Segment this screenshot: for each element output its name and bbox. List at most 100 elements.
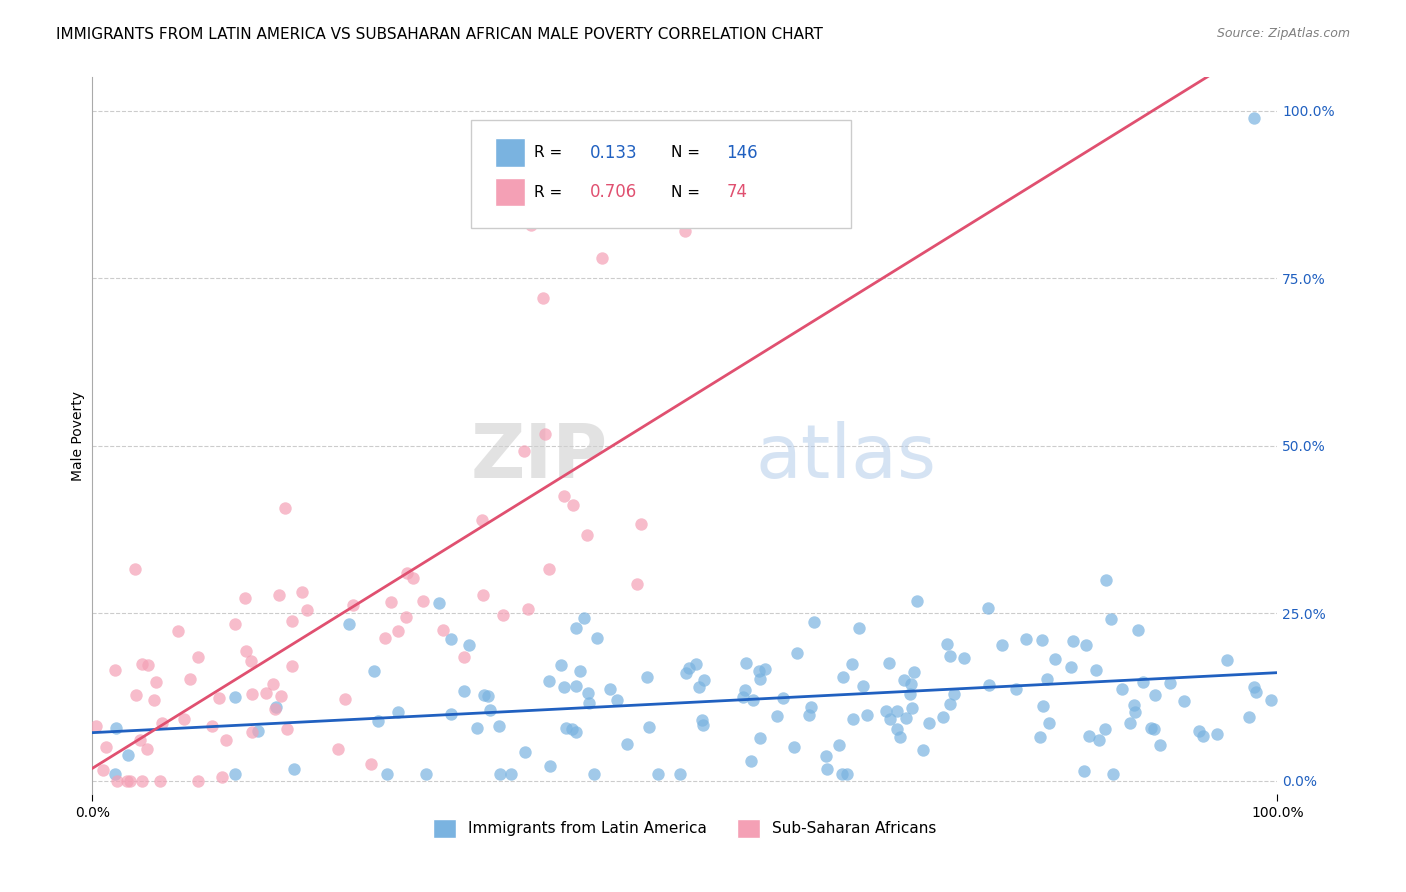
Point xyxy=(254,686,277,700)
Point xyxy=(117,748,139,763)
Point xyxy=(1191,730,1213,744)
Point xyxy=(638,720,661,734)
Point xyxy=(142,693,165,707)
FancyBboxPatch shape xyxy=(471,120,851,228)
Point xyxy=(734,682,756,697)
Point xyxy=(128,733,150,747)
Point xyxy=(240,725,263,739)
Point xyxy=(582,766,605,780)
Point xyxy=(281,658,304,673)
Text: Source: ZipAtlas.com: Source: ZipAtlas.com xyxy=(1216,27,1350,40)
Point xyxy=(488,719,510,733)
Point xyxy=(591,252,613,266)
Point xyxy=(224,767,246,781)
Point xyxy=(1243,111,1265,125)
Point xyxy=(578,696,600,710)
Point xyxy=(786,647,808,661)
Point xyxy=(1078,729,1101,743)
Point xyxy=(565,725,588,739)
Point xyxy=(841,657,863,671)
Point xyxy=(1237,710,1260,724)
Point xyxy=(893,673,915,688)
Point xyxy=(688,680,710,694)
Text: ZIP: ZIP xyxy=(471,421,607,494)
Point xyxy=(115,773,138,788)
Point xyxy=(647,767,669,781)
Point xyxy=(201,719,224,733)
Point xyxy=(626,577,648,591)
Point xyxy=(537,562,560,576)
Point xyxy=(499,767,522,781)
Text: IMMIGRANTS FROM LATIN AMERICA VS SUBSAHARAN AFRICAN MALE POVERTY CORRELATION CHA: IMMIGRANTS FROM LATIN AMERICA VS SUBSAHA… xyxy=(56,27,823,42)
Point xyxy=(152,716,174,731)
Point xyxy=(1031,699,1053,714)
Point xyxy=(803,615,825,629)
Point xyxy=(283,763,305,777)
Point xyxy=(131,773,153,788)
Point xyxy=(979,678,1001,692)
Text: N =: N = xyxy=(671,185,704,200)
Point xyxy=(875,704,897,718)
Point xyxy=(104,664,127,678)
Text: N =: N = xyxy=(671,145,704,161)
Point xyxy=(911,742,934,756)
Point xyxy=(894,710,917,724)
Point xyxy=(852,679,875,693)
Point xyxy=(935,638,957,652)
Point xyxy=(516,602,538,616)
Point xyxy=(692,718,714,732)
Point xyxy=(606,692,628,706)
Point xyxy=(374,632,396,646)
Point xyxy=(479,703,502,717)
Point xyxy=(814,748,837,763)
Point xyxy=(1119,716,1142,731)
Point xyxy=(276,722,298,736)
Point xyxy=(264,700,287,714)
Point xyxy=(731,690,754,705)
Point xyxy=(453,683,475,698)
Text: R =: R = xyxy=(534,145,568,161)
Point xyxy=(297,603,319,617)
Point xyxy=(105,773,128,788)
Point xyxy=(1038,715,1060,730)
Point xyxy=(531,292,554,306)
Point xyxy=(86,719,108,733)
Point xyxy=(187,773,209,788)
Point xyxy=(952,651,974,665)
Point xyxy=(173,713,195,727)
Point xyxy=(1159,676,1181,690)
Point xyxy=(427,596,450,610)
Point xyxy=(105,721,128,735)
Point xyxy=(939,649,962,664)
Text: 0.133: 0.133 xyxy=(591,144,637,161)
Point xyxy=(741,693,763,707)
Point xyxy=(886,704,908,718)
Point xyxy=(898,687,921,701)
Text: atlas: atlas xyxy=(756,421,936,494)
Point xyxy=(748,665,770,679)
Point xyxy=(832,670,855,684)
Point xyxy=(550,658,572,673)
Point xyxy=(1004,682,1026,697)
Point xyxy=(91,764,114,778)
Point xyxy=(235,644,257,658)
Point xyxy=(879,713,901,727)
Point xyxy=(905,594,928,608)
Point xyxy=(675,666,697,681)
Point xyxy=(273,500,295,515)
Point xyxy=(783,740,806,755)
Point xyxy=(977,601,1000,615)
Point xyxy=(555,721,578,735)
Point xyxy=(579,204,602,219)
Point xyxy=(668,767,690,781)
Point xyxy=(565,679,588,693)
Point xyxy=(901,701,924,715)
Point xyxy=(576,528,599,542)
Text: 0.706: 0.706 xyxy=(591,183,637,201)
Point xyxy=(754,662,776,676)
Point xyxy=(1099,612,1122,626)
Point xyxy=(1060,660,1083,674)
Point xyxy=(748,672,770,686)
Point xyxy=(513,443,536,458)
Point xyxy=(465,721,488,735)
